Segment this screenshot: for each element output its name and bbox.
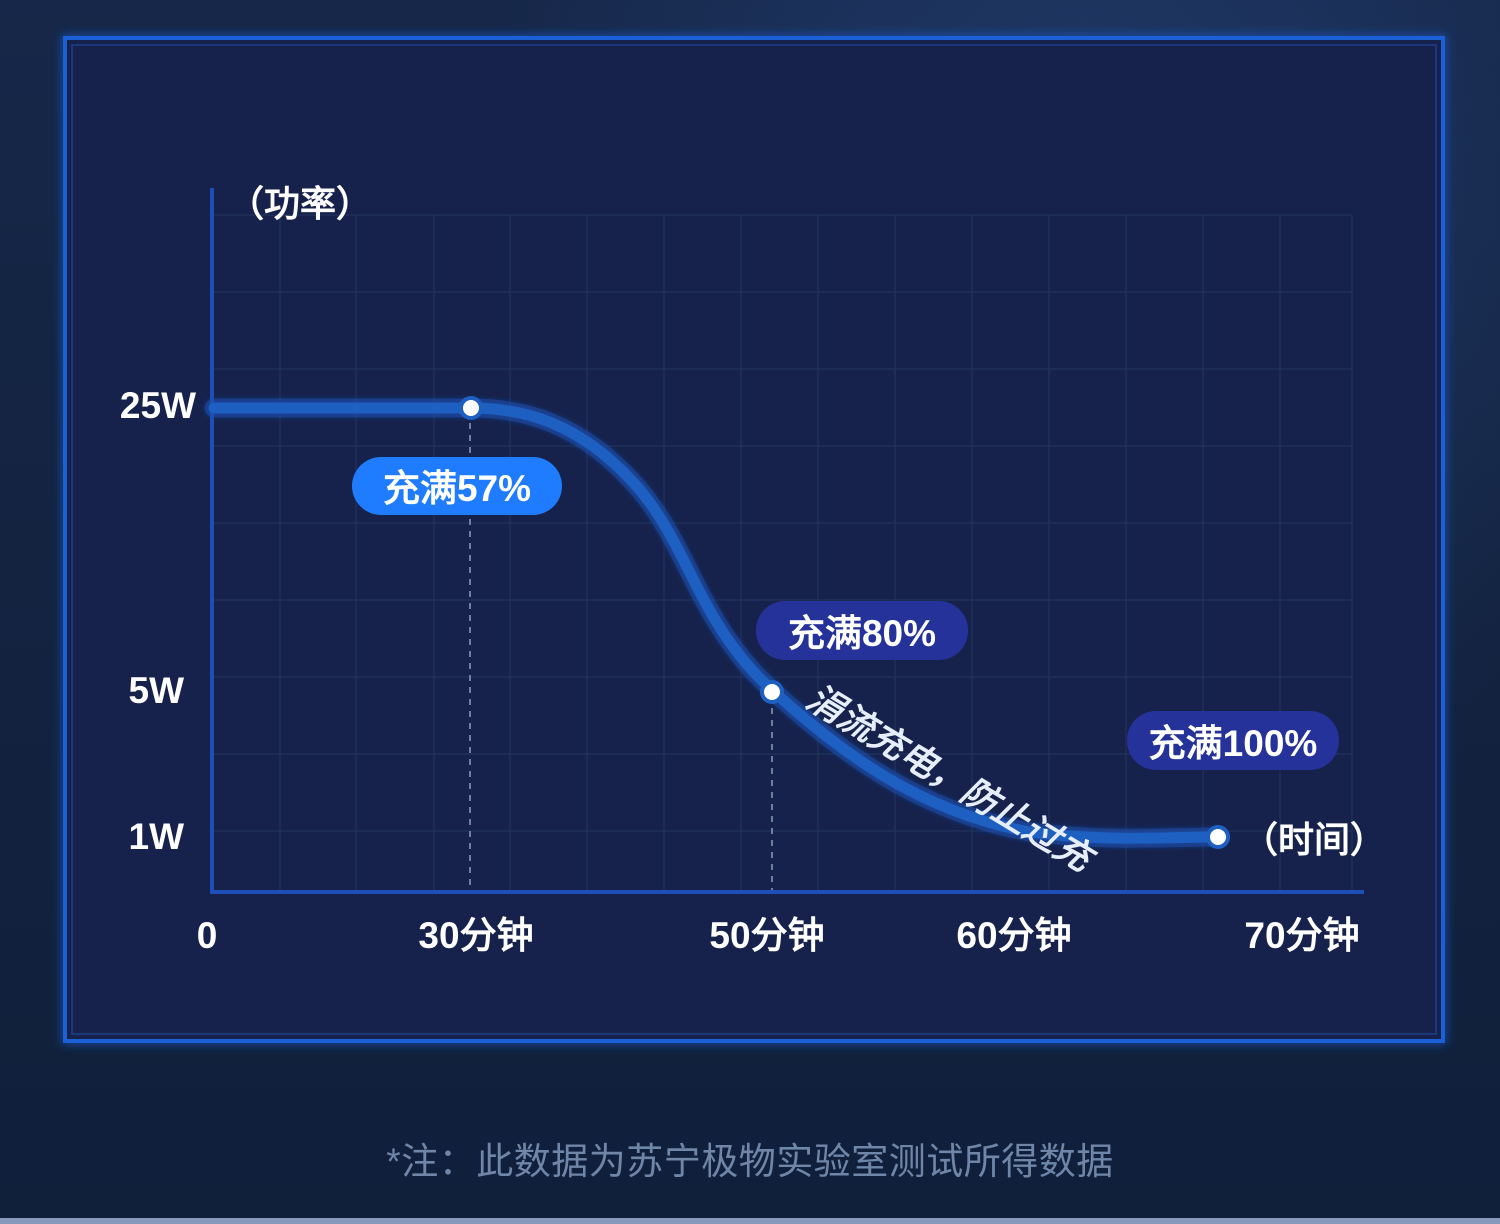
- data-point-80: [760, 680, 784, 704]
- x-tick-label-60: 60分钟: [956, 915, 1071, 956]
- bottom-bar: [0, 1218, 1500, 1224]
- callout-100: 充满100%: [1127, 711, 1339, 770]
- callout-57: 充满57%: [352, 457, 562, 515]
- grid-layer: [214, 214, 1353, 890]
- callout-80-badge: [756, 601, 968, 660]
- callout-80: 充满80%: [756, 601, 968, 660]
- y-tick-label-5w: 5W: [129, 670, 185, 711]
- footnote: *注：此数据为苏宁极物实验室测试所得数据: [386, 1141, 1114, 1182]
- data-point-57: [459, 396, 483, 420]
- data-point-100: [1206, 825, 1230, 849]
- x-tick-label-70: 70分钟: [1244, 915, 1359, 956]
- power-curve: [208, 402, 1224, 844]
- callout-57-badge: [352, 457, 562, 515]
- callout-57-label: 充满57%: [383, 468, 531, 509]
- y-tick-label-25w: 25W: [120, 385, 196, 426]
- callout-100-badge: [1127, 711, 1339, 770]
- y-tick-label-1w: 1W: [129, 816, 185, 857]
- x-tick-label-0: 0: [197, 915, 218, 956]
- y-axis-label: （功率）: [228, 183, 372, 224]
- callout-100-label: 充满100%: [1149, 723, 1318, 764]
- x-axis-label: （时间）: [1242, 819, 1386, 860]
- x-tick-label-30: 30分钟: [418, 915, 533, 956]
- chart-frame-inner-glow: [71, 44, 1437, 1035]
- x-tick-label-50: 50分钟: [709, 915, 824, 956]
- chart-frame: [63, 36, 1445, 1043]
- callout-80-label: 充满80%: [788, 613, 936, 654]
